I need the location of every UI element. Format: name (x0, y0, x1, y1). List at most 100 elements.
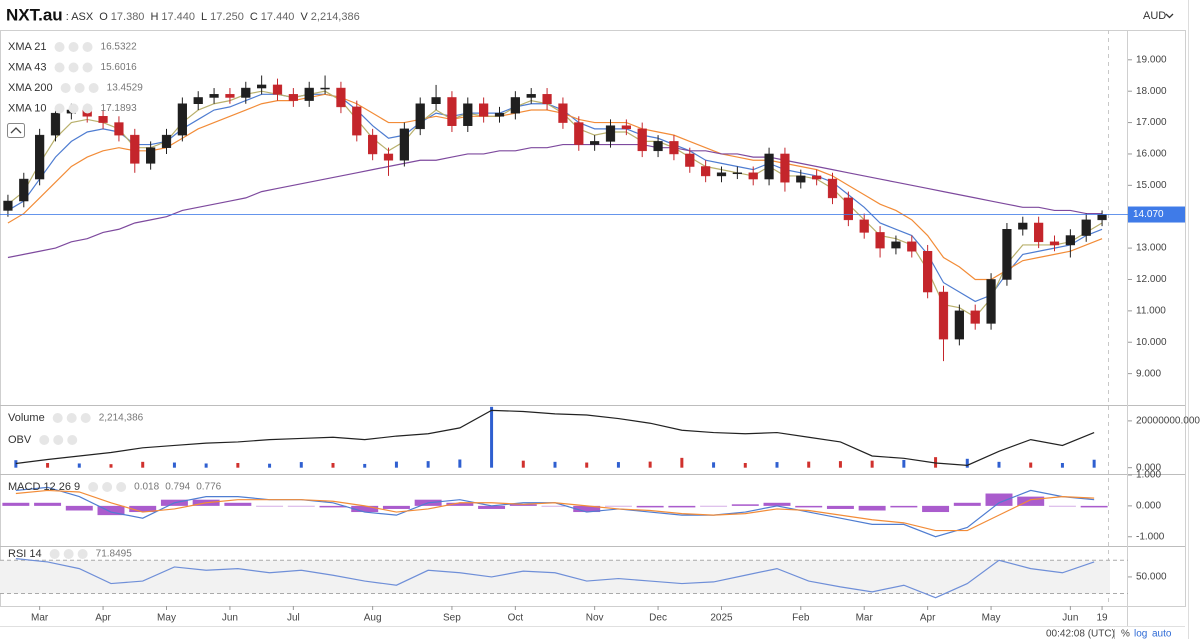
legend-eye-button[interactable] (88, 482, 99, 492)
candle-body (859, 219, 869, 233)
legend-eye-button[interactable] (54, 62, 65, 73)
histogram-bar (573, 505, 601, 513)
histogram-bar (636, 505, 664, 508)
volume-bar (902, 459, 906, 468)
candle-body (1065, 235, 1075, 246)
candle-body (526, 94, 536, 98)
legend-s-button[interactable] (66, 413, 77, 423)
legend-x-button[interactable] (80, 413, 91, 423)
x-tick-label: Mar (31, 613, 49, 624)
volume-bar (1060, 463, 1064, 468)
volume-bar (299, 462, 303, 468)
legend-x-button[interactable] (82, 42, 93, 52)
x-tick-label: Apr (95, 613, 111, 624)
legend-label: XMA 200 (8, 82, 53, 94)
currency-selector[interactable]: AUD (1143, 10, 1166, 22)
legend-value: 71.8495 (96, 549, 133, 560)
candle-body (986, 279, 996, 324)
volume-bar (743, 463, 747, 468)
volume-bar (553, 461, 557, 468)
volume-bar (363, 463, 367, 468)
legend-eye-button[interactable] (52, 413, 63, 423)
y-tick-label: 50.000 (1136, 572, 1167, 583)
candle-body (669, 141, 679, 155)
volume-bar (46, 463, 50, 468)
legend-x-button[interactable] (67, 435, 78, 445)
legend-label: XMA 43 (8, 61, 47, 73)
auto-toggle[interactable]: auto (1152, 629, 1172, 639)
histogram-bar (97, 505, 125, 516)
legend-label: OBV (8, 434, 32, 446)
x-tick-label: Nov (586, 613, 604, 624)
histogram-bar (1080, 505, 1108, 508)
candle-body (796, 175, 806, 183)
ohlc-value: 17.440 (161, 11, 195, 23)
collapse-box[interactable] (7, 123, 25, 138)
ohlc-label: V (300, 11, 308, 23)
histogram-bar (1048, 505, 1076, 507)
candle-body (542, 94, 552, 104)
legend-eye-button[interactable] (60, 83, 71, 93)
candle-body (479, 103, 489, 117)
histogram-bar (1017, 496, 1045, 506)
legend-x-button[interactable] (88, 83, 99, 93)
legend-s-button[interactable] (68, 103, 79, 114)
percent-toggle[interactable]: % (1121, 629, 1130, 639)
candle-body (923, 250, 933, 293)
ohlc-value: 2,214,386 (311, 11, 360, 23)
legend-x-button[interactable] (82, 62, 93, 73)
legend-value: 17.1893 (101, 103, 138, 114)
histogram-bar (700, 505, 728, 507)
legend-x-button[interactable] (77, 549, 88, 559)
legend-s-button[interactable] (102, 482, 113, 492)
log-toggle[interactable]: log (1134, 629, 1147, 639)
legend-s-button[interactable] (53, 435, 64, 445)
candle-body (257, 84, 267, 89)
last-price-label: 14.070 (1133, 209, 1164, 220)
candle-body (130, 134, 140, 164)
candle-body (637, 128, 647, 152)
legend-label: MACD 12 26 9 (8, 481, 80, 493)
legend-eye-button[interactable] (49, 549, 60, 559)
x-tick-label: Oct (508, 613, 524, 624)
volume-bar (172, 462, 176, 468)
candle-body (891, 241, 901, 249)
legend-s-button[interactable] (68, 62, 79, 73)
legend-eye-button[interactable] (54, 42, 65, 52)
y-tick-label: 20000000.000 (1136, 416, 1200, 427)
volume-bar (331, 463, 335, 468)
volume-bar (394, 461, 398, 468)
histogram-bar (509, 504, 537, 506)
histogram-bar (256, 505, 284, 507)
legend-eye-button[interactable] (54, 103, 65, 114)
collapse-button[interactable] (7, 123, 25, 138)
collapse-chevron[interactable] (10, 127, 22, 134)
candle-body (875, 232, 885, 249)
legend-s-button[interactable] (74, 83, 85, 93)
candle-body (954, 310, 964, 340)
volume-bar (14, 460, 18, 468)
moving-average (7, 90, 1103, 318)
ohlc-value: 17.440 (261, 11, 295, 23)
volume-bar (521, 460, 525, 468)
volume-bar (141, 461, 145, 468)
volume-bar (965, 458, 969, 468)
candle-body (368, 134, 378, 155)
indicator-line (15, 409, 1095, 466)
clock: 00:42:08 (UTC) (1046, 629, 1115, 639)
legend-s-button[interactable] (68, 42, 79, 52)
ohlc-label: O (99, 11, 108, 23)
legend-x-button[interactable] (82, 103, 93, 114)
legend-x-button[interactable] (116, 482, 127, 492)
candle-body (843, 197, 853, 221)
x-tick-label: Aug (364, 613, 382, 624)
dropdown-chevron[interactable] (1165, 13, 1174, 19)
histogram-bar (826, 505, 854, 509)
legend-eye-button[interactable] (39, 435, 50, 445)
y-tick-label: 17.000 (1136, 117, 1167, 128)
legend-s-button[interactable] (63, 549, 74, 559)
candle-body (1097, 214, 1107, 221)
